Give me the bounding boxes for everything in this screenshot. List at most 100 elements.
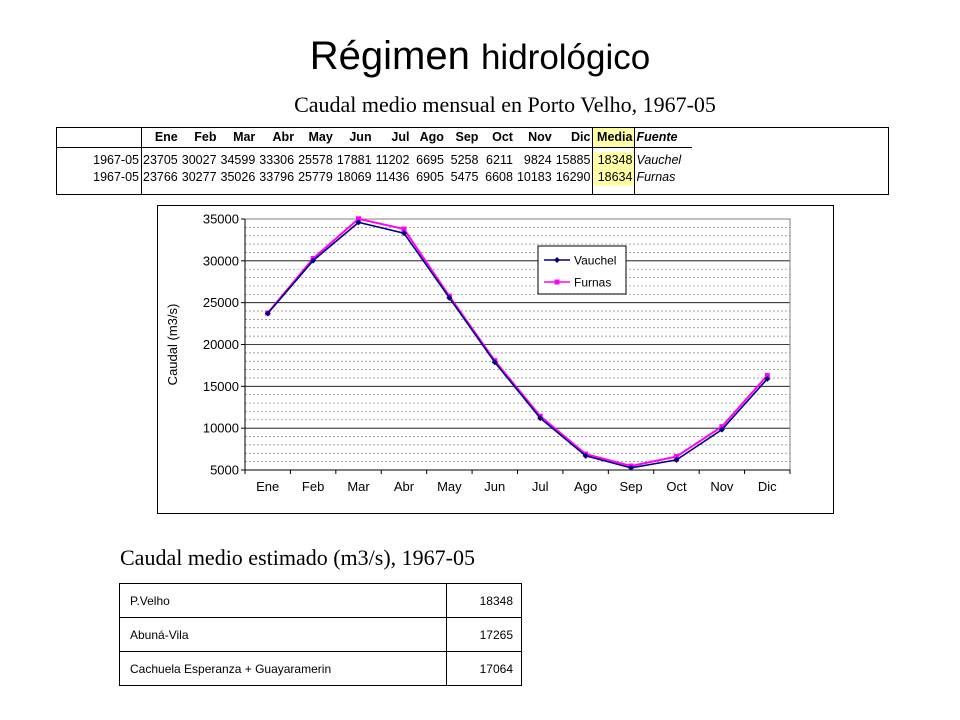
header-cell: Ene: [141, 128, 180, 148]
legend-box: [537, 245, 627, 295]
legend-marker: [554, 279, 560, 285]
header-cell: Oct: [480, 128, 515, 148]
x-tick-label: Ene: [256, 479, 279, 494]
value-cell: 15885: [555, 153, 591, 167]
summary-heading: Caudal medio estimado (m3/s), 1967-05: [120, 545, 475, 570]
title-part-2: hidrológico: [480, 38, 651, 77]
header-empty-cell: [57, 128, 141, 148]
station-value: 17064: [446, 651, 522, 686]
data-point-vauchel: [355, 219, 362, 226]
value-cell: 33796: [259, 170, 295, 184]
series-line-vauchel: [267, 221, 768, 469]
x-tick-label: Jun: [484, 479, 505, 494]
station-name: P.Velho: [119, 583, 447, 618]
value-cell: 5475: [450, 170, 479, 184]
x-tick-label: Abr: [394, 479, 415, 494]
value-cell: 9824: [523, 153, 552, 167]
x-tick-label: Nov: [710, 479, 734, 494]
station-value: 17265: [446, 617, 522, 652]
data-point-vauchel: [446, 294, 453, 301]
data-point-furnas: [764, 373, 770, 379]
y-tick-label: 25000: [203, 295, 239, 310]
data-point-vauchel: [264, 310, 271, 317]
data-point-furnas: [401, 226, 407, 232]
value-cell: 18069: [336, 170, 372, 184]
period-cell: 1967-05: [93, 170, 139, 184]
x-tick-label: Feb: [302, 479, 324, 494]
x-tick-label: Mar: [347, 479, 370, 494]
table-divider: [141, 127, 142, 195]
value-cell: 34599: [220, 153, 256, 167]
y-tick-label: 35000: [203, 212, 239, 227]
monthly-flow-table: Ene Feb Mar Abr May Jun Jul Ago Sep Oct …: [57, 128, 693, 186]
media-cell: 18348: [592, 152, 635, 169]
header-cell: Jun: [334, 128, 374, 148]
x-tick-label: Jul: [532, 479, 549, 494]
data-point-vauchel: [491, 359, 498, 366]
data-point-vauchel: [537, 415, 544, 422]
x-tick-label: Ago: [574, 479, 597, 494]
value-cell: 23705: [143, 153, 178, 167]
legend-label: Furnas: [574, 276, 611, 290]
y-tick-label: 20000: [203, 337, 239, 352]
header-cell: Nov: [514, 128, 554, 148]
value-cell: 25779: [298, 170, 333, 184]
header-media-cell: Media: [592, 128, 635, 148]
summary-table: P.Velho 18348 Abuná-Vila 17265 Cachuela …: [119, 583, 522, 686]
data-point-vauchel: [310, 257, 317, 264]
value-cell: 5258: [450, 153, 479, 167]
flow-chart-svg: 5000 10000 15000 20000 25000 30000 35000 Ene Feb…: [165, 212, 791, 494]
series-line-furnas: [266, 217, 769, 468]
x-tick-label: Dic: [758, 479, 777, 494]
x-tick-label: Sep: [619, 479, 642, 494]
value-cell: 33306: [259, 153, 295, 167]
table-header-row: Ene Feb Mar Abr May Jun Jul Ago Sep Oct …: [57, 128, 693, 148]
value-cell: 25578: [298, 153, 333, 167]
data-point-furnas: [356, 216, 362, 222]
summary-row: Cachuela Esperanza + Guayaramerin 17064: [119, 651, 522, 686]
value-cell: 6905: [416, 170, 444, 184]
header-cell: Dic: [553, 128, 593, 148]
title-part-1: Régimen: [309, 34, 470, 78]
value-cell: 6211: [486, 153, 513, 167]
value-cell: 17881: [336, 153, 372, 167]
header-cell: Jul: [373, 128, 412, 148]
fuente-cell: Furnas: [634, 169, 693, 186]
data-point-vauchel: [718, 426, 725, 433]
header-cell: May: [296, 128, 335, 148]
data-point-furnas: [673, 454, 679, 460]
header-cell: Abr: [257, 128, 297, 148]
data-point-furnas: [719, 424, 725, 430]
media-cell: 18634: [592, 169, 635, 186]
station-name: Cachuela Esperanza + Guayaramerin: [119, 651, 447, 686]
station-value: 18348: [446, 583, 522, 618]
x-tick-label: May: [437, 479, 462, 494]
table-row-furnas: 1967-05 23766 30277 35026 33796 25779 18…: [57, 169, 693, 186]
data-point-vauchel: [628, 464, 635, 471]
data-point-vauchel: [582, 452, 589, 459]
data-point-vauchel: [400, 230, 407, 237]
value-cell: 30027: [181, 153, 217, 167]
header-fuente-cell: Fuente: [634, 128, 693, 148]
table-heading: Caudal medio mensual en Porto Velho, 196…: [294, 92, 716, 117]
value-cell: 23766: [143, 170, 178, 184]
summary-row: Abuná-Vila 17265: [119, 617, 522, 652]
value-cell: 11202: [375, 153, 410, 167]
table-row-vauchel: 1967-05 23705 30027 34599 33306 25578 17…: [57, 152, 693, 169]
value-cell: 11436: [375, 170, 410, 184]
value-cell: 6608: [485, 170, 513, 184]
y-tick-label: 30000: [203, 253, 239, 268]
y-tick-label: 10000: [203, 421, 239, 436]
header-cell: Ago: [411, 128, 446, 148]
legend-label: Vauchel: [574, 254, 616, 268]
value-cell: 30277: [181, 170, 217, 184]
station-name: Abuná-Vila: [119, 617, 447, 652]
fuente-cell: Vauchel: [634, 152, 693, 169]
header-cell: Mar: [218, 128, 258, 148]
header-cell: Sep: [445, 128, 481, 148]
data-point-vauchel: [673, 456, 680, 463]
value-cell: 35026: [220, 170, 256, 184]
table-divider: [634, 127, 636, 195]
flow-chart: 5000 10000 15000 20000 25000 30000 35000 Ene Feb…: [157, 205, 834, 514]
slide-title: Régimen hidrológico: [0, 28, 960, 86]
